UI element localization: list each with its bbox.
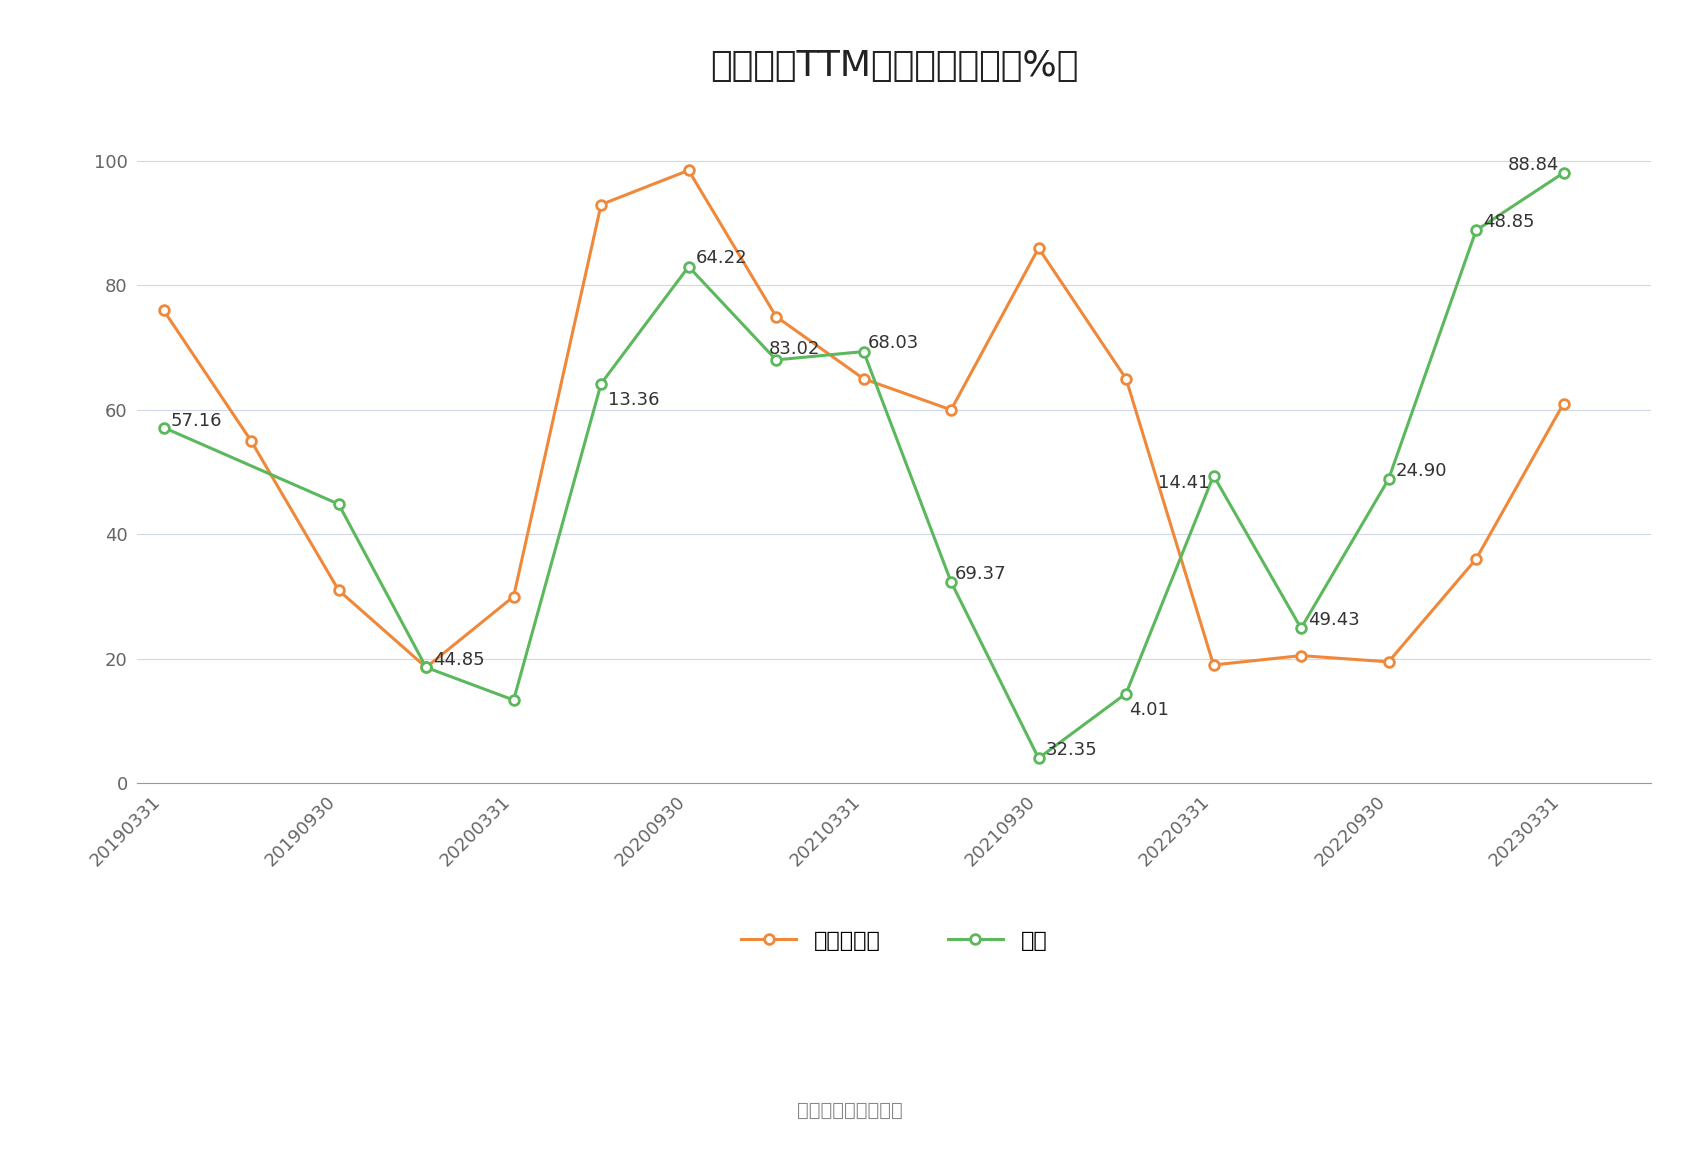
Text: 24.90: 24.90	[1396, 462, 1447, 480]
行业中位数	[328, 583, 348, 597]
Text: 68.03: 68.03	[867, 335, 920, 352]
公司	[678, 260, 699, 274]
行业中位数	[1115, 371, 1136, 385]
行业中位数	[1379, 656, 1399, 669]
行业中位数	[1204, 658, 1224, 672]
行业中位数	[1554, 397, 1574, 411]
公司	[416, 660, 437, 674]
公司	[592, 377, 612, 391]
Text: 数据来源：恒生聚源: 数据来源：恒生聚源	[797, 1101, 903, 1119]
行业中位数	[940, 402, 960, 416]
Text: 13.36: 13.36	[609, 391, 660, 409]
行业中位数	[853, 371, 874, 385]
公司	[1204, 469, 1224, 483]
Text: 32.35: 32.35	[1046, 741, 1096, 759]
公司	[767, 353, 787, 367]
行业中位数	[1290, 649, 1311, 662]
公司	[853, 345, 874, 359]
行业中位数	[153, 304, 173, 317]
Legend: 行业中位数, 公司: 行业中位数, 公司	[731, 922, 1057, 960]
Title: 市盈率（TTM）历史百分位（%）: 市盈率（TTM）历史百分位（%）	[711, 49, 1078, 84]
公司	[1028, 751, 1049, 765]
Line: 行业中位数: 行业中位数	[158, 166, 1569, 673]
Text: 69.37: 69.37	[955, 565, 1006, 583]
Text: 88.84: 88.84	[1508, 155, 1559, 174]
公司	[940, 575, 960, 589]
行业中位数	[767, 309, 787, 323]
Text: 64.22: 64.22	[695, 250, 748, 267]
公司	[1290, 621, 1311, 635]
Line: 公司: 公司	[158, 168, 1569, 764]
Text: 44.85: 44.85	[434, 651, 484, 669]
公司	[1465, 223, 1486, 237]
Text: 57.16: 57.16	[170, 412, 223, 430]
Text: 49.43: 49.43	[1307, 611, 1360, 629]
行业中位数	[592, 198, 612, 212]
公司	[328, 497, 348, 511]
行业中位数	[241, 434, 262, 447]
公司	[1115, 687, 1136, 700]
Text: 48.85: 48.85	[1482, 213, 1535, 231]
公司	[153, 421, 173, 435]
Text: 83.02: 83.02	[768, 339, 821, 358]
行业中位数	[1028, 242, 1049, 255]
行业中位数	[503, 590, 524, 604]
公司	[503, 693, 524, 707]
Text: 14.41: 14.41	[1158, 474, 1209, 491]
公司	[1554, 166, 1574, 179]
公司	[1379, 473, 1399, 486]
行业中位数	[678, 163, 699, 177]
行业中位数	[416, 660, 437, 674]
Text: 4.01: 4.01	[1129, 702, 1168, 719]
行业中位数	[1465, 552, 1486, 566]
